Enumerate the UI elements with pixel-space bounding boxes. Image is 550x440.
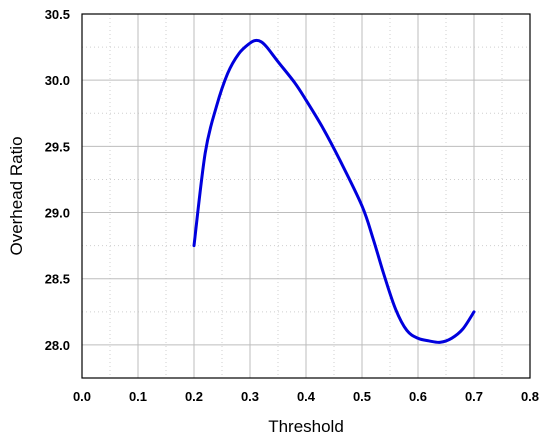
- y-tick-label: 28.0: [45, 338, 70, 353]
- plot-area-border: [81, 13, 531, 379]
- y-tick-label: 30.0: [45, 73, 70, 88]
- y-tick-label: 30.5: [45, 7, 70, 22]
- x-tick-label: 0.8: [521, 389, 539, 404]
- x-tick-label: 0.2: [185, 389, 203, 404]
- grid-lines: [82, 14, 530, 379]
- x-tick-label: 0.3: [241, 389, 259, 404]
- x-axis-title: Threshold: [268, 417, 344, 436]
- x-tick-label: 0.4: [297, 389, 316, 404]
- y-tick-label: 29.0: [45, 206, 70, 221]
- x-tick-label: 0.0: [73, 389, 91, 404]
- tick-labels: 0.0 0.1 0.2 0.3 0.4 0.5 0.6 0.7 0.8 28.0 28.5 29.0 2…: [45, 7, 539, 404]
- x-tick-label: 0.7: [465, 389, 483, 404]
- x-tick-label: 0.5: [353, 389, 371, 404]
- y-axis-title: Overhead Ratio: [7, 136, 26, 255]
- series-line: [192, 38, 476, 344]
- y-tick-label: 28.5: [45, 272, 70, 287]
- series-layer: [192, 38, 476, 344]
- x-tick-label: 0.6: [409, 389, 427, 404]
- x-tick-label: 0.1: [129, 389, 147, 404]
- y-tick-label: 29.5: [45, 139, 70, 154]
